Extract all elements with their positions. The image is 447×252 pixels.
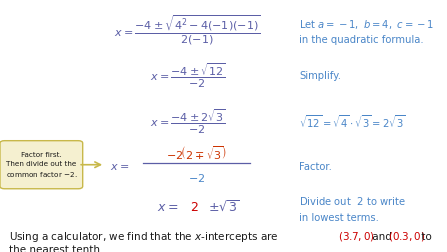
Text: Using a calculator, we find that the $x$-intercepts are: Using a calculator, we find that the $x$… [9, 229, 279, 243]
FancyBboxPatch shape [0, 141, 83, 189]
Text: Factor.: Factor. [299, 161, 333, 171]
Text: in the quadratic formula.: in the quadratic formula. [299, 35, 424, 45]
Text: $\pm \sqrt{3}$: $\pm \sqrt{3}$ [208, 199, 240, 214]
Text: $x = \dfrac{-4 \pm \sqrt{12}}{-2}$: $x = \dfrac{-4 \pm \sqrt{12}}{-2}$ [150, 61, 226, 90]
Text: $(3.7, 0)$: $(3.7, 0)$ [338, 229, 375, 242]
Text: Divide out $\ 2$ to write: Divide out $\ 2$ to write [299, 194, 406, 206]
Text: Let $a = -1,\ b = 4,\ c = -1$: Let $a = -1,\ b = 4,\ c = -1$ [299, 17, 434, 30]
Text: Factor first.
Then divide out the
common factor $-2$.: Factor first. Then divide out the common… [5, 152, 77, 178]
Text: and: and [369, 231, 395, 241]
Text: $x = \dfrac{-4 \pm \sqrt{4^2 - 4(-1)(-1)}}{2(-1)}$: $x = \dfrac{-4 \pm \sqrt{4^2 - 4(-1)(-1)… [114, 14, 261, 47]
Text: $-2\!\left(2 \mp \sqrt{3}\right)$: $-2\!\left(2 \mp \sqrt{3}\right)$ [166, 144, 228, 161]
Text: $x = \dfrac{-4 \pm 2\sqrt{3}}{-2}$: $x = \dfrac{-4 \pm 2\sqrt{3}}{-2}$ [150, 107, 226, 135]
Text: $-2$: $-2$ [188, 171, 205, 183]
Text: $\sqrt{12} = \sqrt{4} \cdot \sqrt{3} = 2\sqrt{3}$: $\sqrt{12} = \sqrt{4} \cdot \sqrt{3} = 2… [299, 113, 406, 129]
Text: in lowest terms.: in lowest terms. [299, 212, 380, 222]
Text: $2$: $2$ [190, 200, 198, 213]
Text: Simplify.: Simplify. [299, 71, 342, 81]
Text: $x = $: $x = $ [157, 200, 179, 213]
Text: to: to [418, 231, 432, 241]
Text: the nearest tenth.: the nearest tenth. [9, 244, 103, 252]
Text: $(0.3, 0)$: $(0.3, 0)$ [388, 229, 426, 242]
Text: $x =$: $x =$ [110, 161, 130, 171]
